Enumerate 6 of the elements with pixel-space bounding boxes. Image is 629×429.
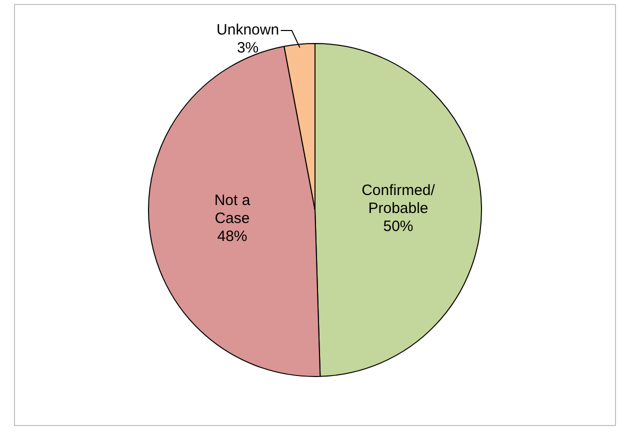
- data-label: 3%: [236, 40, 259, 57]
- data-label: 48%: [217, 228, 248, 246]
- slice-label: Not a Case: [214, 192, 251, 228]
- data-label: 50%: [383, 218, 414, 235]
- slice-label: Confirmed/ Probable: [362, 182, 436, 217]
- slice-label: Unknown: [216, 22, 280, 39]
